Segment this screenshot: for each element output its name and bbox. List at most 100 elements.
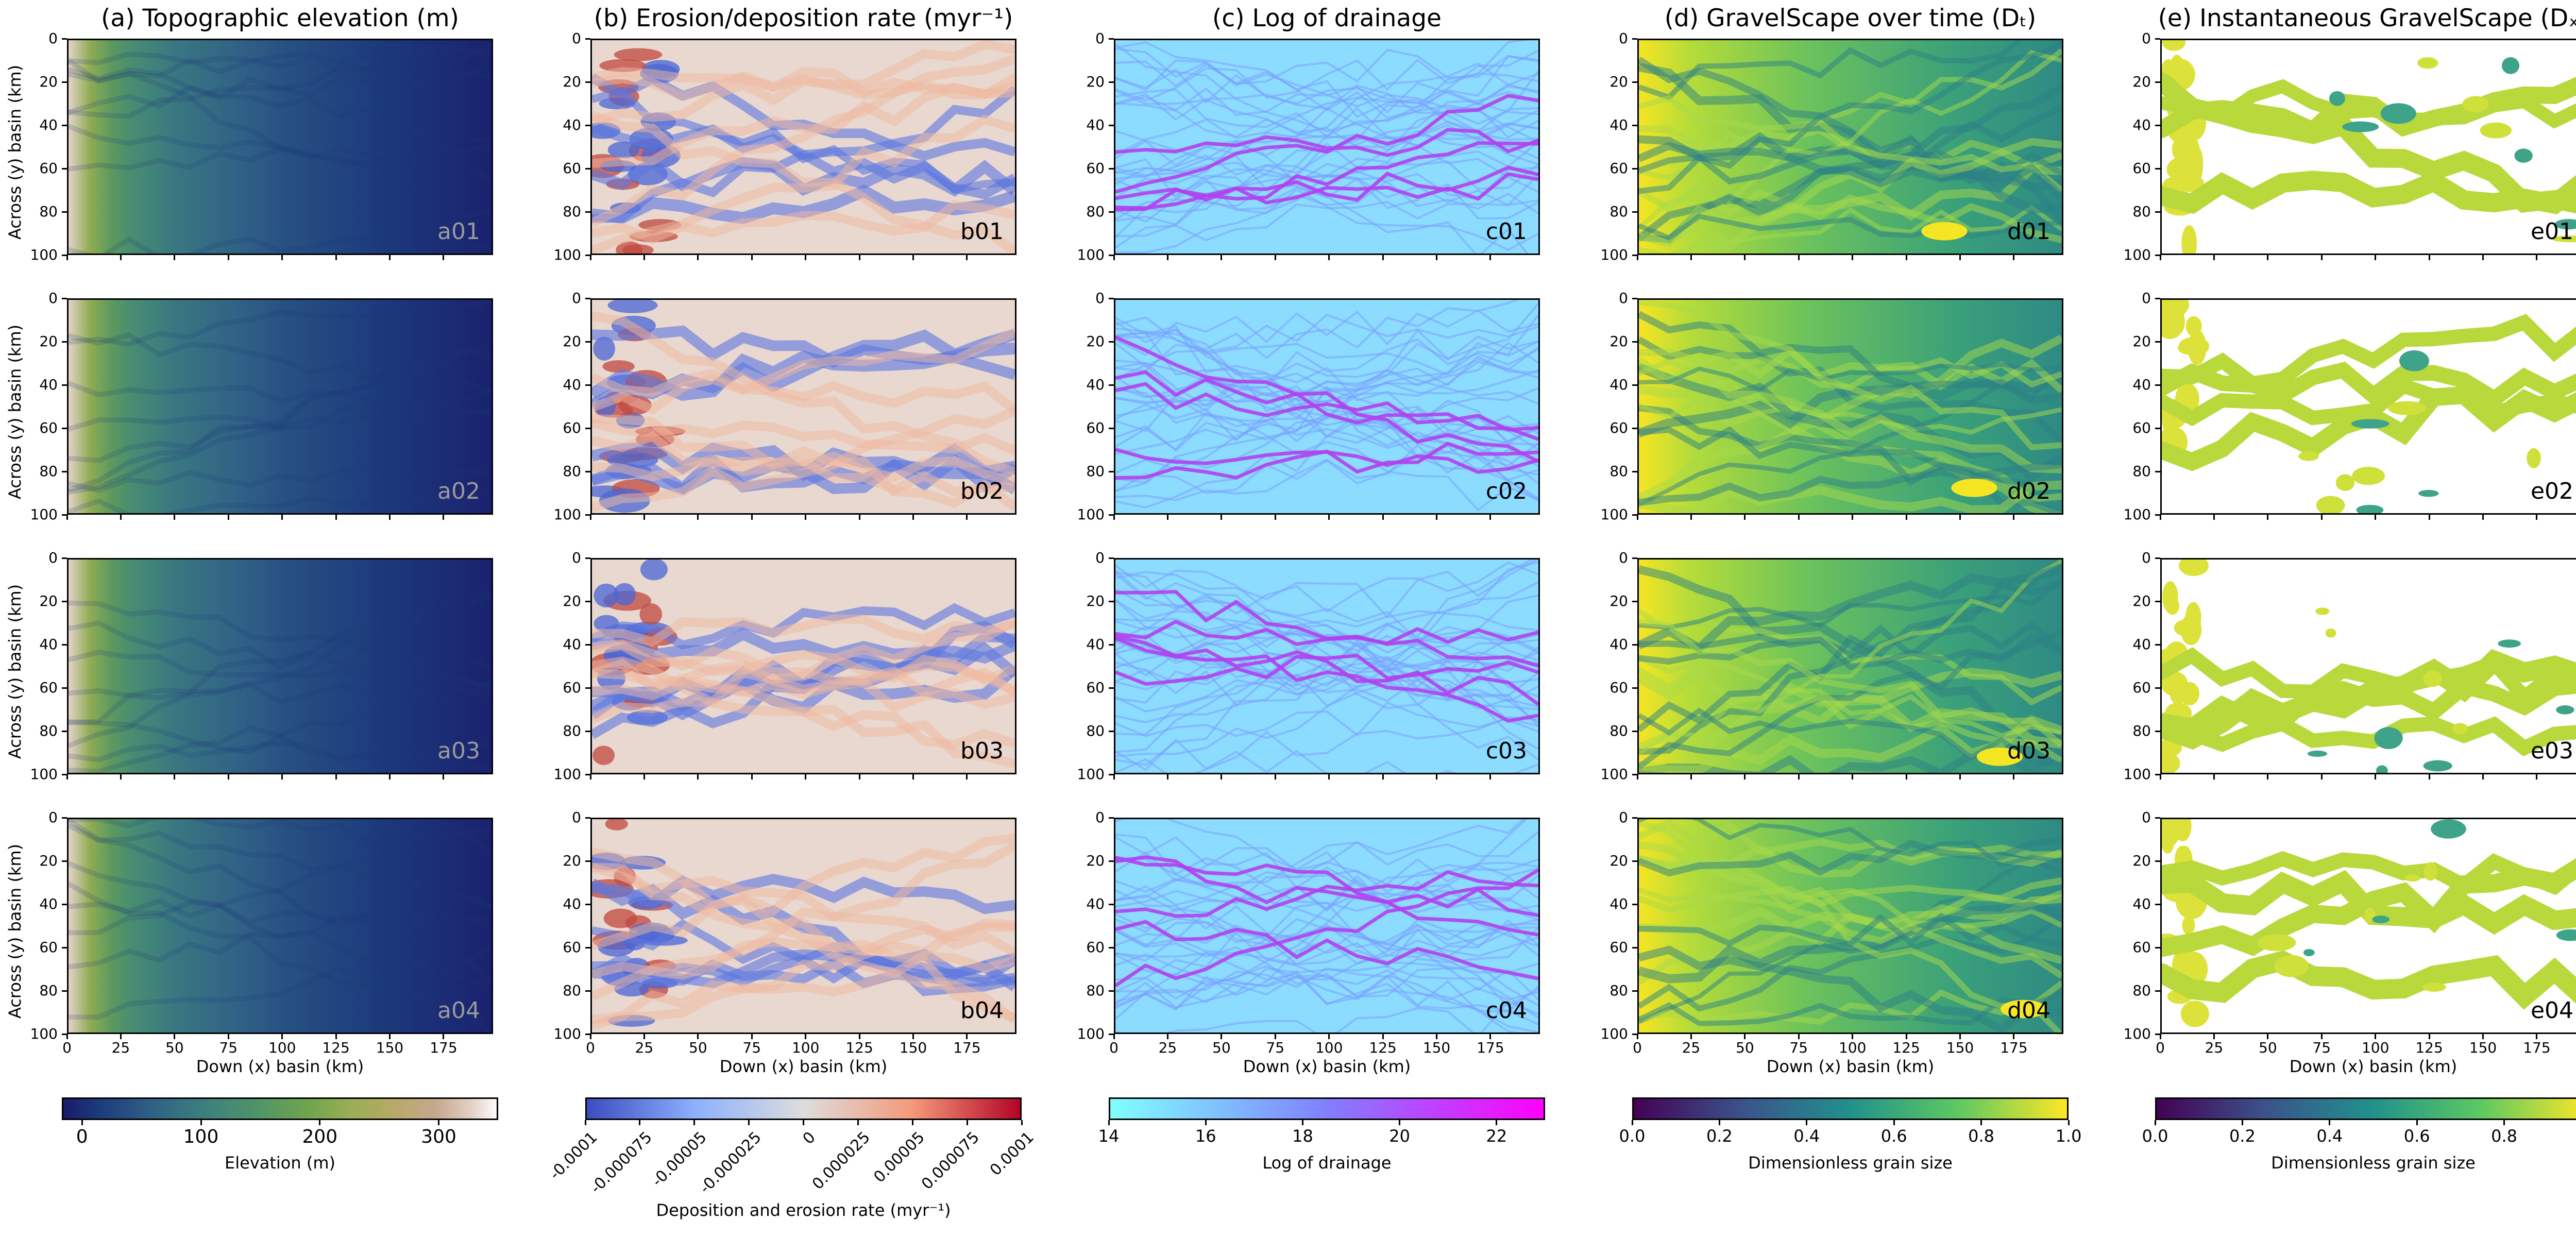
x-tick-label: 75 [1789,1039,1808,1056]
x-tick-mark [281,1034,283,1039]
y-tick-mark [62,384,67,386]
x-tick-mark [1113,1034,1115,1039]
y-tick-label: 0 [1619,30,1628,47]
map-panel-d01: d01 [1637,39,2063,255]
y-tick-mark [1632,1033,1637,1035]
x-tick-mark [2428,1034,2430,1039]
x-tick-mark [2213,255,2215,260]
y-tick-label: 40 [39,376,58,393]
y-tick-label: 60 [1086,419,1105,436]
y-tick-label: 20 [1609,73,1628,90]
y-tick-label: 0 [2142,809,2151,826]
x-tick-mark [751,255,753,260]
y-tick-mark [585,297,590,299]
y-tick-mark [1109,427,1114,429]
y-tick-label: 80 [39,722,58,739]
y-tick-mark [1109,1033,1114,1035]
colorbar-label-e: Dimensionless grain size [2271,1153,2476,1173]
x-tick-mark [2159,774,2161,780]
y-tick-mark [2155,297,2160,299]
y-tick-label: 0 [572,30,581,47]
x-tick-mark [1274,255,1276,260]
y-tick-label: 0 [1095,809,1105,826]
x-tick-label: 50 [1212,1039,1231,1056]
y-tick-mark [1632,167,1637,170]
y-tick-mark [585,427,590,429]
colorbar-tick-mark [1108,1120,1110,1125]
x-tick-mark [1852,255,1854,260]
x-tick-mark [589,1034,591,1039]
y-tick-mark [1632,38,1637,40]
x-tick-label: 25 [635,1039,654,1056]
colorbar-tick-mark [1806,1120,1808,1125]
x-tick-mark [2428,774,2430,780]
panel-label: e04 [2530,997,2573,1024]
y-tick-mark [1632,687,1637,689]
x-tick-mark [2320,1034,2323,1039]
y-tick-label: 80 [2132,982,2151,999]
y-tick-mark [1109,730,1114,732]
y-tick-label: 100 [1077,506,1105,523]
y-tick-label: 100 [30,246,58,263]
y-tick-label: 0 [572,809,581,826]
x-tick-label: 25 [111,1039,130,1056]
y-tick-mark [1632,427,1637,429]
x-axis-label: Down (x) basin (km) [196,1057,364,1076]
heatmap-field-d02 [1639,300,2062,513]
x-tick-mark [2536,1034,2538,1039]
y-tick-label: 60 [1086,939,1105,956]
y-tick-label: 100 [2123,246,2151,263]
x-tick-mark [2159,1034,2161,1039]
y-tick-mark [585,773,590,775]
heatmap-field-b04 [592,819,1015,1032]
x-tick-mark [1382,774,1384,780]
y-tick-label: 0 [572,549,581,566]
colorbar-tick-mark [2416,1120,2418,1125]
x-tick-label: 100 [2361,1039,2389,1056]
heatmap-field-d03 [1639,560,2062,773]
x-tick-label: 75 [1266,1039,1285,1056]
heatmap-field-b01 [592,40,1015,253]
x-tick-mark [2013,1034,2015,1039]
x-tick-mark [174,774,176,780]
x-tick-mark [2428,515,2430,520]
y-tick-label: 20 [2132,592,2151,609]
x-tick-mark [1905,774,1907,780]
colorbar-tick-mark [2067,1120,2070,1125]
x-tick-mark [2013,255,2015,260]
x-tick-label: 125 [1369,1039,1397,1056]
x-tick-mark [805,515,807,520]
panel-label: a04 [437,997,480,1024]
x-tick-label: 50 [2259,1039,2277,1056]
y-tick-label: 80 [39,982,58,999]
colorbar-tick-mark [966,1120,968,1125]
panel-label: b04 [960,997,1004,1024]
x-tick-mark [2013,515,2015,520]
heatmap-field-a02 [69,300,492,513]
y-tick-mark [585,730,590,732]
y-tick-mark [2155,470,2160,472]
colorbar-tick-label: 0.2 [2229,1126,2256,1146]
x-tick-label: 0 [586,1039,595,1056]
map-panel-a01: a01 [67,39,493,255]
y-tick-label: 40 [2132,376,2151,393]
heatmap-field-d01 [1639,40,2062,253]
panel-label: c02 [1485,478,1527,504]
y-tick-mark [1632,946,1637,949]
y-tick-mark [2155,557,2160,559]
y-tick-mark [1109,817,1114,819]
colorbar-tick-label: 0.0 [1619,1126,1646,1146]
y-tick-label: 60 [2132,160,2151,177]
x-tick-mark [335,255,337,260]
x-tick-mark [1436,1034,1437,1039]
colorbar-tick-mark [1301,1120,1303,1125]
x-tick-label: 25 [1158,1039,1177,1056]
x-tick-mark [805,774,807,780]
y-tick-label: 40 [2132,116,2151,133]
x-tick-mark [443,1034,445,1039]
y-tick-label: 40 [39,636,58,653]
x-tick-mark [751,774,753,780]
y-tick-mark [1109,557,1114,559]
y-tick-label: 60 [39,679,58,696]
y-tick-label: 40 [563,895,581,912]
